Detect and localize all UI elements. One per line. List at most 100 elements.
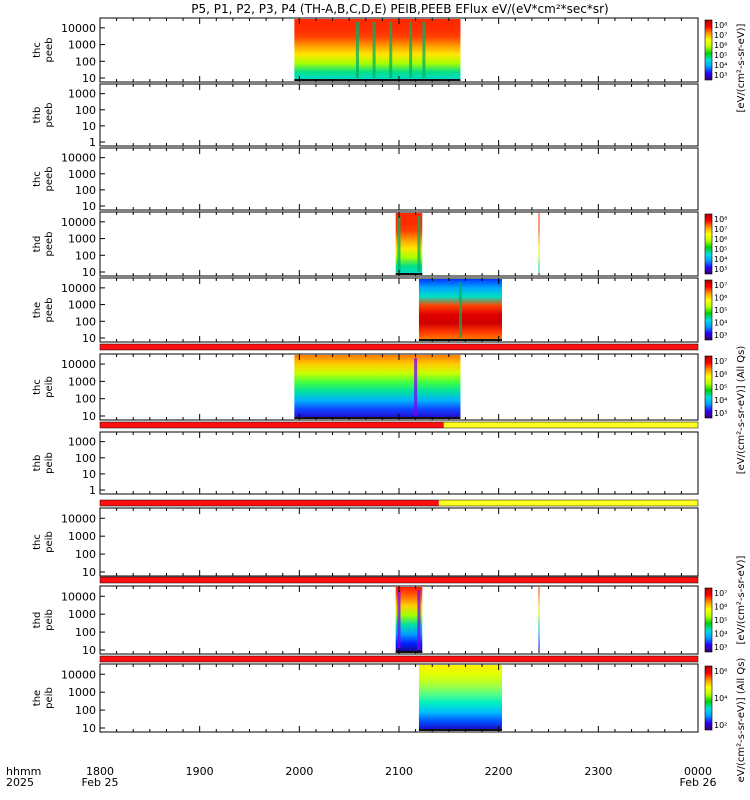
y-tick-label: 1000	[68, 436, 96, 449]
y-tick-label: 1000	[68, 39, 96, 52]
y-tick-label: 10	[82, 468, 96, 481]
colorbar-tick-label: 10⁷	[714, 281, 727, 290]
colorbar-labels: [eV/(cm²-s-sr-eV)] (All Qs) [eV/(cm²-s-s…	[736, 23, 747, 782]
colorbar	[704, 279, 713, 341]
y-tick-label: 1000	[68, 168, 96, 181]
time-axis-unit-label: hhmm	[6, 765, 41, 778]
panel-label-species: peeb	[44, 38, 55, 63]
date-label-end: Feb 26	[680, 776, 717, 789]
colorbar-tick-label: 10⁶	[714, 294, 727, 303]
panel-label-probe: thd	[32, 612, 43, 629]
panel-frame	[99, 663, 699, 733]
flag-bar-segment	[100, 344, 698, 350]
spectrogram-block	[294, 355, 461, 419]
panel-label-species: peib	[44, 452, 55, 474]
panel-thb-peib: 1 10 100 1000 thb peib	[32, 431, 699, 497]
y-tick-label: 1000	[68, 375, 96, 388]
panel-thc-peib: 10 100 1000 10000 thc peib 10⁷ 10⁶ 10⁵ 10⁴ 10³	[32, 353, 727, 423]
y-tick-label: 10000	[61, 668, 96, 681]
colorbar-tick-label: 10⁴	[714, 319, 727, 328]
colorbar-tick-label: 10⁴	[714, 396, 727, 405]
spectrogram-block	[538, 213, 540, 275]
y-tick-label: 10	[82, 266, 96, 279]
panel-label-species: peib	[44, 609, 55, 631]
spectrogram-block	[538, 587, 540, 653]
y-tick-label: 10	[82, 410, 96, 423]
colorbar-tick-label: 10⁶	[714, 667, 727, 676]
y-tick-label: 1	[89, 136, 96, 149]
spectrogram-dip	[409, 22, 413, 78]
spectrogram-floor	[538, 651, 540, 653]
spectrogram-dip	[417, 590, 421, 650]
y-tick-label: 100	[75, 104, 96, 117]
flag-bar-segment	[443, 422, 698, 428]
flag-bar-segment	[100, 656, 698, 662]
colorbar-tick-label: 10⁵	[714, 51, 727, 60]
panel-frame	[99, 277, 699, 343]
flag-bar-frame	[99, 499, 699, 507]
colorbar-tick-label: 10⁴	[714, 630, 727, 639]
panel-label-probe: thb	[32, 455, 43, 472]
y-tick-label: 100	[75, 393, 96, 406]
colorbar-tick-label: 10⁵	[714, 306, 727, 315]
time-tick-label: 1900	[186, 765, 214, 778]
y-tick-label: 100	[75, 184, 96, 197]
panel-the-peib: 10 100 1000 10000 the peib 10⁶ 10⁴ 10²	[32, 663, 727, 735]
panel-label-probe: the	[32, 302, 43, 318]
y-tick-label: 10000	[61, 358, 96, 371]
colorbar-label-c: [eV/(cm²-s-sr-eV)]	[736, 555, 747, 644]
colorbar-tick-label: 10⁶	[714, 235, 727, 244]
y-tick-label: 1000	[68, 686, 96, 699]
spectrogram-block	[294, 19, 461, 81]
colorbar-label-b: [eV/(cm²-s-sr-eV)]	[736, 23, 747, 112]
panel-frame	[99, 83, 699, 147]
y-tick-label: 10	[82, 566, 96, 579]
panel-label-probe: thc	[32, 171, 43, 187]
spectrogram-dip	[372, 22, 376, 78]
time-tick-label: 2300	[584, 765, 612, 778]
flag-bar-segment	[438, 500, 698, 506]
time-tick-label: 0000	[684, 765, 712, 778]
panel-label-probe: thc	[32, 534, 43, 550]
panel-label-species: peeb	[44, 167, 55, 192]
y-tick-label: 1000	[68, 530, 96, 543]
colorbar-tick-label: 10⁷	[714, 589, 727, 598]
flag-bar-frame	[99, 576, 699, 584]
y-tick-label: 10	[82, 722, 96, 735]
panel-label-species: peib	[44, 531, 55, 553]
panel-label-probe: thc	[32, 42, 43, 58]
colorbar-tick-label: 10⁵	[714, 245, 727, 254]
panel-label-species: peib	[44, 687, 55, 709]
spectrogram-floor	[294, 417, 461, 419]
y-tick-label: 1000	[68, 608, 96, 621]
y-tick-label: 10000	[61, 512, 96, 525]
colorbar	[704, 355, 713, 419]
y-tick-label: 1000	[68, 233, 96, 246]
y-tick-label: 100	[75, 249, 96, 262]
colorbar-tick-label: 10⁴	[714, 61, 727, 70]
panel-frame	[99, 147, 699, 211]
spectrogram-floor	[418, 729, 502, 731]
flag-bar-segment	[100, 422, 444, 428]
flag-bar-frame	[99, 421, 699, 429]
panel-thd-peib: 10 100 1000 10000 thd peib 10⁷ 10⁶ 10⁵ 10⁴ 10³	[32, 585, 727, 657]
spectrogram-dip	[417, 216, 421, 272]
y-tick-label: 100	[75, 452, 96, 465]
spectrogram-block	[418, 665, 502, 731]
y-tick-label: 10	[82, 200, 96, 213]
spectrogram-dip	[458, 282, 462, 338]
panel-label-probe: thc	[32, 379, 43, 395]
y-tick-label: 10	[82, 644, 96, 657]
panel-label-species: peeb	[44, 232, 55, 257]
y-tick-label: 10000	[61, 152, 96, 165]
spectrogram-dip	[397, 216, 401, 272]
panel-label-species: peeb	[44, 103, 55, 128]
figure-title: P5, P1, P2, P3, P4 (TH-A,B,C,D,E) PEIB,P…	[191, 2, 608, 16]
colorbar	[704, 587, 713, 653]
flag-bars	[99, 343, 699, 663]
colorbar-label-a: [eV/(cm²-s-sr-eV)] (All Qs)	[736, 346, 747, 475]
colorbar-tick-label: 10⁴	[714, 255, 727, 264]
colorbar-tick-label: 10⁷	[714, 357, 727, 366]
